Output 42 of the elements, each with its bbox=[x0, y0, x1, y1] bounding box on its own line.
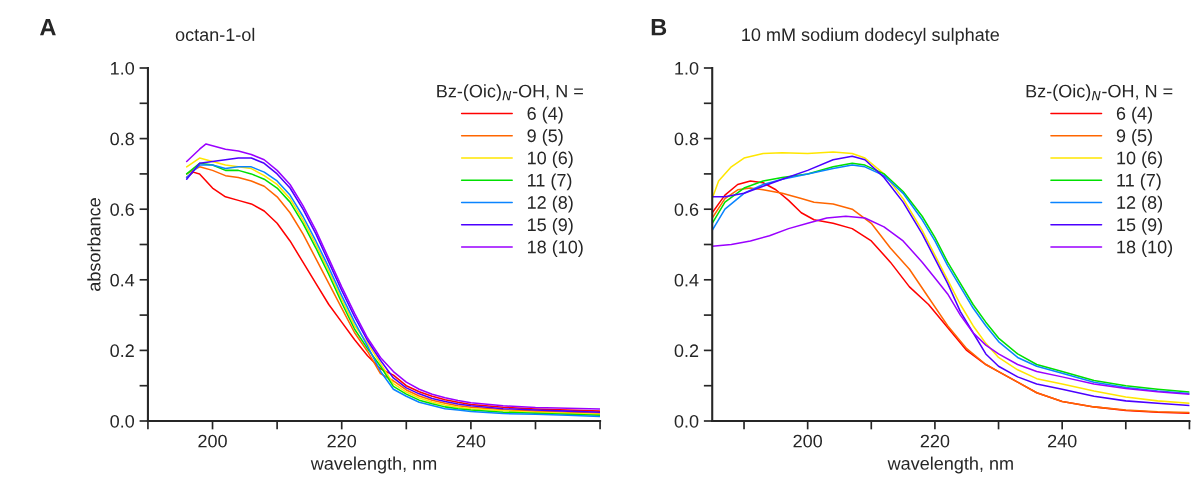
line-series bbox=[712, 215, 1190, 395]
legend-label: 10 (6) bbox=[1117, 151, 1163, 168]
legend-label: 15 (9) bbox=[1117, 217, 1163, 235]
y-tick-label: 0.6 bbox=[110, 203, 134, 216]
legend-label: 9 (5) bbox=[1116, 128, 1152, 146]
y-tick-label: 0.6 bbox=[674, 203, 699, 216]
y-tick-label: 0.2 bbox=[674, 344, 699, 358]
x-tick-label: 220 bbox=[327, 434, 357, 448]
x-axis-title: wavelength, nm bbox=[887, 456, 1013, 474]
legend-label: 9 (5) bbox=[527, 128, 563, 146]
y-tick-label: 0.2 bbox=[110, 344, 134, 358]
legend-title: Bz-(Oic)$_{N}$-OH, N = bbox=[1026, 84, 1173, 102]
legend-label: 12 (8) bbox=[528, 195, 573, 213]
legend-label: 11 (7) bbox=[528, 173, 572, 191]
x-tick-label: 200 bbox=[793, 434, 823, 448]
y-tick-label: 1.0 bbox=[111, 61, 135, 75]
x-tick-label: 200 bbox=[198, 434, 227, 448]
legend-label: 10 (6) bbox=[528, 151, 573, 168]
y-axis-title: absorbance bbox=[87, 198, 101, 291]
y-tick-label: 1.0 bbox=[675, 61, 699, 75]
legend-label: 11 (7) bbox=[1117, 173, 1161, 191]
y-tick-label: 0.4 bbox=[674, 273, 699, 287]
chart-title: 10 mM sodium dodecyl sulphate bbox=[742, 27, 999, 45]
legend-label: 6 (4) bbox=[527, 106, 563, 124]
legend-label: 6 (4) bbox=[1116, 106, 1152, 124]
y-tick-label: 0.0 bbox=[110, 414, 135, 428]
text: A bbox=[40, 19, 56, 36]
legend-title: Bz-(Oic)$_{N}$-OH, N = bbox=[437, 84, 583, 102]
x-tick-label: 220 bbox=[920, 434, 950, 448]
legend-label: 18 (10) bbox=[528, 240, 583, 257]
chart-title: octan-1-ol bbox=[175, 27, 255, 42]
legend-label: 15 (9) bbox=[528, 217, 573, 235]
x-axis-title: wavelength, nm bbox=[310, 456, 437, 474]
y-tick-label: 0.4 bbox=[110, 273, 135, 287]
legend-label: 18 (10) bbox=[1117, 240, 1173, 257]
y-tick-label: 0.8 bbox=[674, 132, 699, 146]
y-tick-label: 0.0 bbox=[674, 414, 699, 428]
text: B bbox=[651, 19, 667, 36]
x-tick-label: 240 bbox=[1048, 434, 1077, 448]
x-tick-label: 240 bbox=[456, 434, 486, 448]
y-tick-label: 0.8 bbox=[110, 132, 134, 146]
legend-label: 12 (8) bbox=[1117, 195, 1163, 213]
